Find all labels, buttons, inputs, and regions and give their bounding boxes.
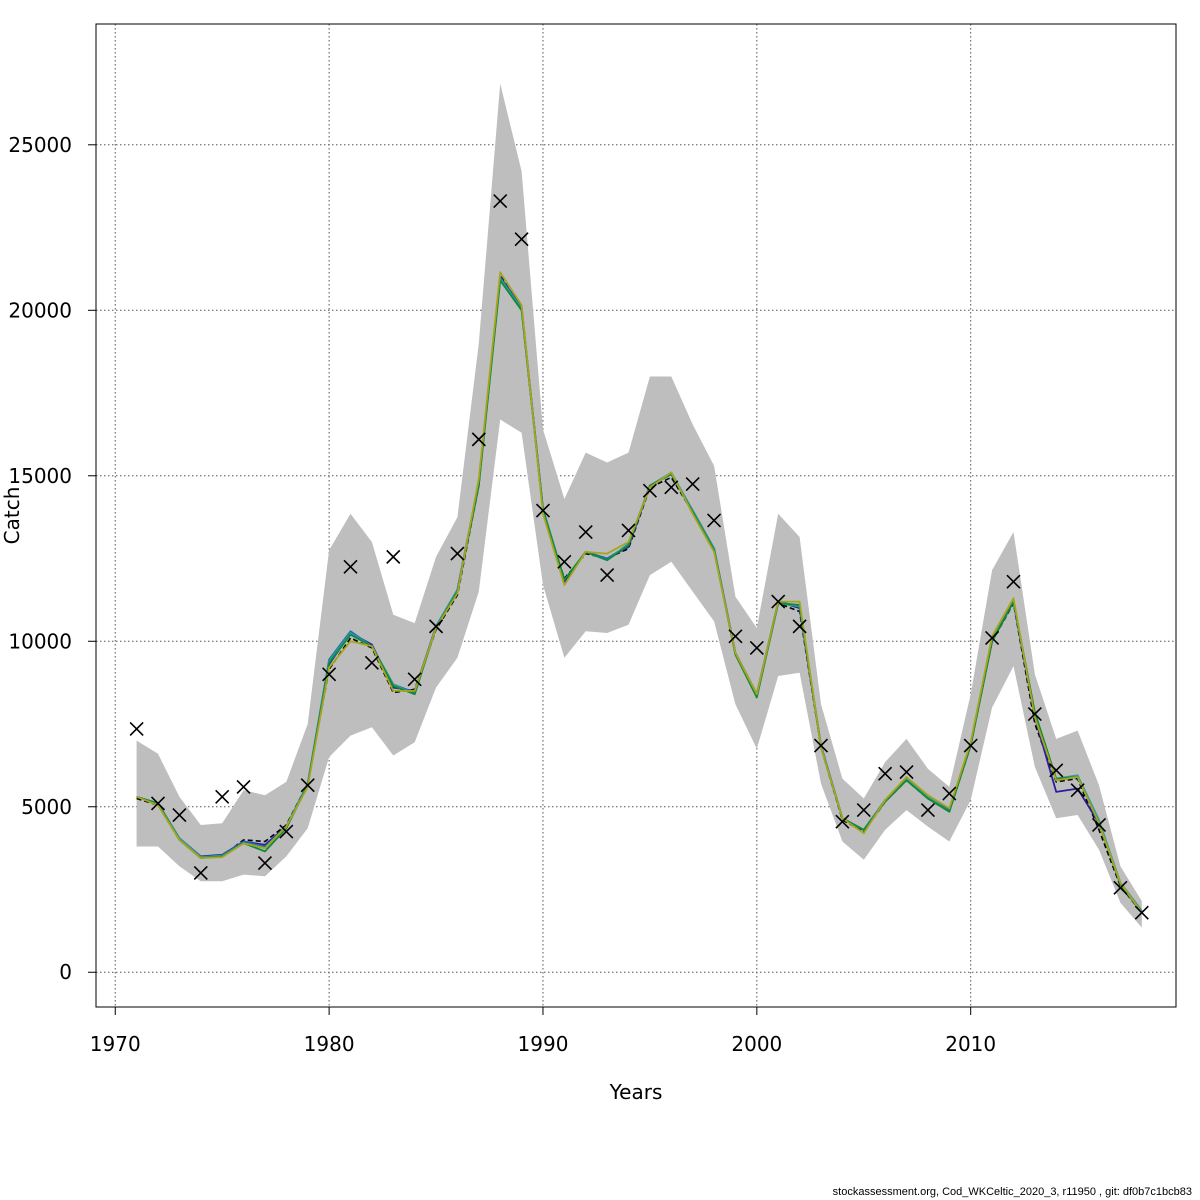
observed-point [985, 630, 1000, 646]
x-tick-label: 1970 [90, 1032, 141, 1056]
observed-point [1027, 707, 1042, 722]
observed-point [557, 554, 572, 569]
observed-point [172, 807, 187, 823]
observed-point [407, 672, 422, 687]
y-tick-label: 20000 [8, 298, 72, 322]
y-axis-title: Catch [0, 487, 24, 545]
x-tick-label: 1990 [518, 1032, 569, 1056]
observed-point [835, 814, 850, 829]
x-tick-label: 2000 [731, 1032, 782, 1056]
x-axis-title: Years [609, 1080, 663, 1104]
x-tick-label: 1980 [304, 1032, 355, 1056]
observed-point [878, 766, 893, 781]
observed-point [193, 865, 208, 881]
y-tick-label: 15000 [8, 464, 72, 488]
observed-point [942, 786, 957, 801]
observed-point [578, 524, 593, 540]
observed-point [1091, 817, 1107, 833]
observed-point [749, 640, 764, 655]
y-tick-label: 10000 [8, 629, 72, 653]
observed-point [600, 568, 615, 583]
footer-credit: stockassessment.org, Cod_WKCeltic_2020_3… [832, 1186, 1192, 1198]
observed-point [129, 721, 144, 737]
observed-point [899, 764, 914, 780]
y-tick-label: 5000 [21, 795, 72, 819]
y-tick-label: 0 [59, 960, 72, 984]
observed-point [792, 619, 807, 634]
observed-point [1006, 574, 1021, 589]
y-axis: 0 5000 10000 15000 20000 25000 [8, 133, 97, 984]
x-tick-label: 2010 [945, 1032, 996, 1056]
x-axis: 1970 1980 1990 2000 2010 [90, 1006, 996, 1056]
observed-point [706, 513, 722, 528]
series-lines [136, 271, 1143, 914]
observed-point [642, 483, 657, 498]
observed-point [1070, 783, 1085, 798]
series-line-6 [136, 271, 1143, 914]
observed-point [963, 738, 978, 753]
observed-point [685, 476, 700, 492]
confidence-band [136, 83, 1142, 928]
observed-point [471, 432, 486, 447]
observed-point [150, 796, 166, 811]
confidence-band-area [136, 83, 1142, 928]
observed-point [514, 232, 529, 247]
observed-point [856, 803, 871, 818]
observed-point [813, 738, 829, 753]
y-tick-label: 25000 [8, 133, 72, 157]
observed-point [300, 778, 315, 793]
observed-point [1049, 763, 1064, 778]
observed-point [493, 194, 508, 209]
observed-point [343, 559, 358, 574]
observed-point [920, 803, 935, 818]
observed-point [771, 594, 786, 609]
observed-point [664, 480, 679, 495]
observed-point [450, 546, 465, 561]
observed-point [236, 779, 251, 794]
observed-point [1134, 905, 1149, 920]
observed-point [279, 824, 294, 839]
observed-point [364, 655, 379, 670]
observed-point [1113, 880, 1128, 895]
observed-markers [129, 194, 1149, 920]
observed-point [728, 629, 743, 644]
observed-point [386, 549, 401, 564]
observed-point [621, 523, 636, 538]
observed-point [257, 855, 273, 871]
observed-point [215, 789, 230, 804]
observed-point [535, 503, 551, 518]
observed-point [322, 667, 337, 682]
observed-point [428, 619, 444, 634]
